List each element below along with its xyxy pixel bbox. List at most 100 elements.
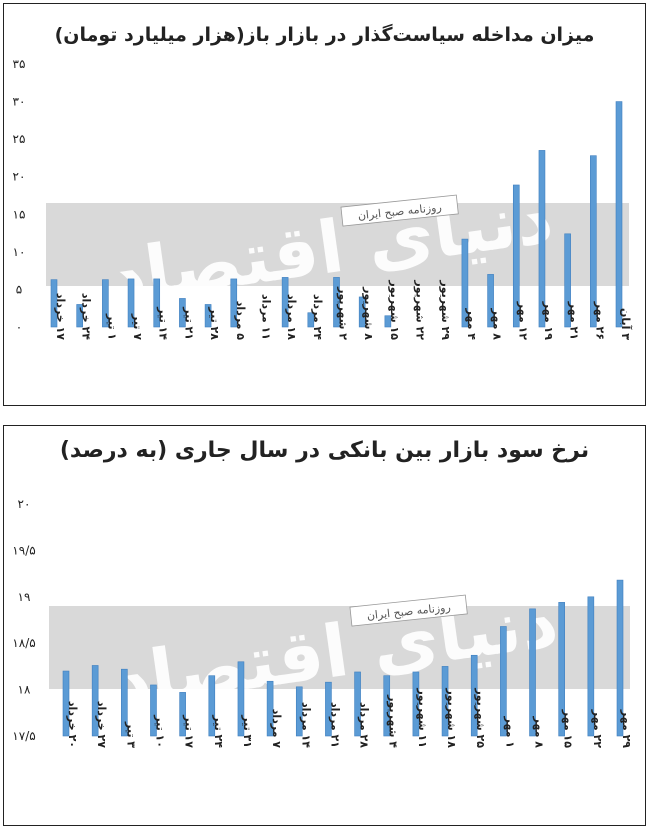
bar <box>121 668 128 737</box>
x-tick-label: ۱۸ شهریور <box>445 687 458 748</box>
bar <box>461 238 469 328</box>
x-tick-label: ۲ شهریور <box>337 286 350 340</box>
bar <box>441 666 449 737</box>
bar <box>358 296 366 328</box>
bar <box>412 671 420 737</box>
x-tick-label: ۱۹ مهر <box>542 301 555 340</box>
bar <box>208 675 216 737</box>
y-tick-label: ۳۵ <box>13 57 26 71</box>
y-tick-label: ۱۵ <box>13 207 26 221</box>
x-tick-label: ۱۰ تیر <box>153 714 166 748</box>
x-tick-label: ۸ مهر <box>491 308 504 341</box>
x-tick-label: ۷ تیر <box>131 313 144 340</box>
y-tick-label: ۱۹/۵ <box>12 543 35 557</box>
x-tick-label: ۳۱ تیر <box>241 714 254 748</box>
watermark-label-box <box>340 194 459 227</box>
bar <box>558 602 565 737</box>
y-tick-label: ۲۰ <box>13 170 26 184</box>
x-tick-label: ۷ مرداد <box>270 709 283 749</box>
x-tick-label: ۱۴ تیر <box>157 306 170 340</box>
x-tick-label: ۱۷ خرداد <box>54 293 67 340</box>
bar <box>615 101 623 328</box>
bar <box>333 277 340 328</box>
chart-panel-interbank-rate: نرخ سود بازار بین بانکی در سال جاری (به … <box>3 425 646 826</box>
bar <box>91 665 99 737</box>
y-tick-label: ۱۸ <box>18 683 31 697</box>
x-tick-label: ۲۰ خرداد <box>66 701 79 748</box>
y-tick-label: ۱۹ <box>18 590 31 604</box>
bar <box>179 298 186 328</box>
x-tick-label: ۲۷ خرداد <box>95 701 108 748</box>
y-tick-label: ۱۰ <box>13 245 26 259</box>
x-tick-label: ۲۵ شهریور <box>474 687 487 748</box>
bar <box>295 686 303 737</box>
bar <box>76 304 83 328</box>
watermark-label-box <box>349 594 468 627</box>
bar <box>500 626 507 737</box>
bar <box>62 670 70 737</box>
y-tick-label: ۲۵ <box>13 132 26 146</box>
bar <box>470 654 478 737</box>
x-tick-label: ۲۱ تیر <box>182 306 195 340</box>
x-tick-label: ۴ مهر <box>465 308 478 341</box>
bar <box>230 278 238 328</box>
bar <box>325 681 332 737</box>
x-tick-label: ۸ شهریور <box>362 286 375 340</box>
x-tick-label: ۱۴ مرداد <box>299 702 312 748</box>
x-tick-label: ۱۱ شهریور <box>416 687 429 748</box>
bar <box>354 671 361 737</box>
bar <box>616 579 624 737</box>
x-tick-label: ۱ مهر <box>503 716 516 748</box>
bar <box>590 155 597 328</box>
x-tick-label: ۴ شهریور <box>387 694 400 748</box>
x-tick-label: ۳ آبان <box>619 308 633 340</box>
y-tick-label: ۵ <box>16 282 22 296</box>
x-tick-label: ۱۱ مرداد <box>259 294 272 340</box>
bar <box>266 680 274 737</box>
bar <box>529 608 536 737</box>
bar <box>127 278 135 328</box>
y-tick-label: ۱۸/۵ <box>12 636 35 650</box>
y-tick-label: ۳۰ <box>13 95 26 109</box>
bar <box>587 596 595 737</box>
x-tick-label: ۱۵ شهریور <box>388 279 401 340</box>
bar <box>281 277 289 328</box>
y-tick-label: ۱۷/۵ <box>12 729 35 743</box>
bar <box>102 279 109 328</box>
x-tick-label: ۲۴ تیر <box>212 714 225 748</box>
x-tick-label: ۲۲ مهر <box>591 709 604 748</box>
bar <box>179 692 186 737</box>
bar <box>307 312 315 328</box>
x-tick-label: ۲۸ تیر <box>208 306 221 340</box>
bar <box>50 279 58 328</box>
bar <box>512 184 520 328</box>
x-tick-label: ۲۸ مرداد <box>358 702 371 748</box>
x-tick-label: ۲۹ شهریور <box>439 279 452 340</box>
y-tick-label: ۲۰ <box>18 497 31 511</box>
bar <box>538 150 546 328</box>
x-tick-label: ۲۹ مهر <box>620 709 633 748</box>
bar <box>153 278 161 328</box>
bar <box>237 661 245 737</box>
x-tick-label: ۵ مرداد <box>234 301 247 341</box>
x-tick-label: ۲۴ خرداد <box>80 293 93 340</box>
bar <box>204 304 212 328</box>
x-tick-label: ۲۶ مهر <box>593 301 606 340</box>
background-band <box>46 203 629 286</box>
chart-title: میزان مداخله سیاست‌گذار در بازار باز(هزا… <box>54 24 595 46</box>
x-tick-label: ۲۱ مهر <box>568 301 581 340</box>
x-tick-label: ۱۵ مهر <box>562 709 575 748</box>
y-tick-label: ۰ <box>16 320 22 334</box>
bar <box>564 233 571 328</box>
chart-title: نرخ سود بازار بین بانکی در سال جاری (به … <box>59 438 590 463</box>
chart-panel-interventions: میزان مداخله سیاست‌گذار در بازار باز(هزا… <box>3 3 646 406</box>
x-tick-label: ۲۱ مرداد <box>328 702 341 748</box>
bar <box>384 315 392 328</box>
x-tick-label: ۲۲ شهریور <box>414 279 427 340</box>
x-tick-label: ۳ تیر <box>124 721 137 748</box>
x-tick-label: ۱۸ مرداد <box>285 294 298 340</box>
bar <box>487 274 494 328</box>
bar <box>150 684 157 737</box>
